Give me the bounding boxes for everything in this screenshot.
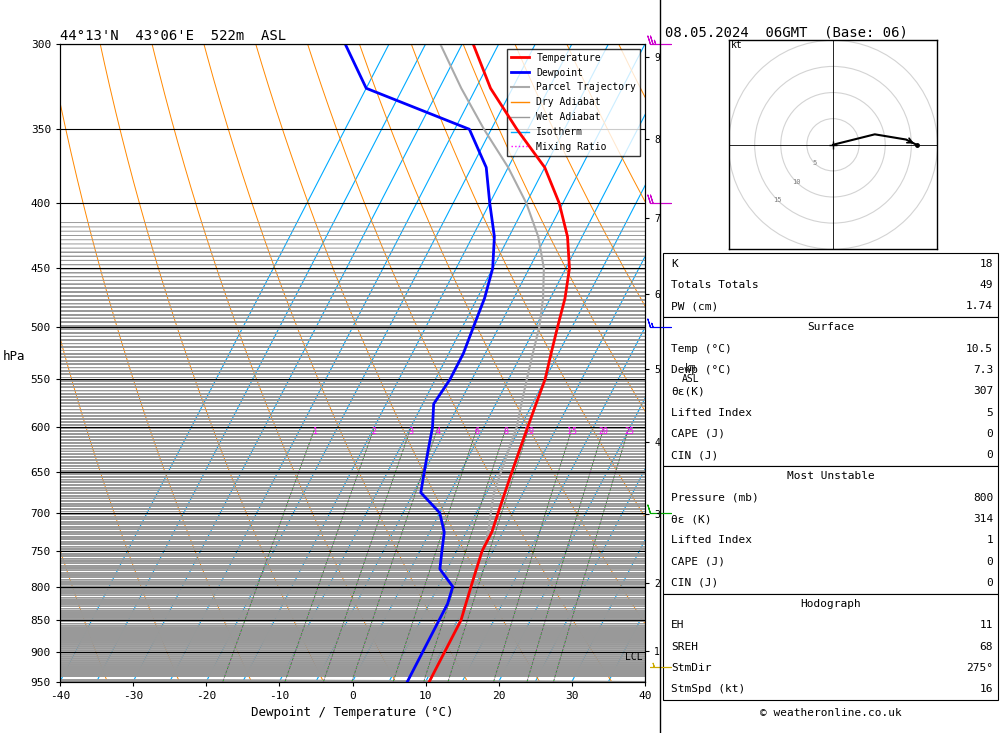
Text: 49: 49	[980, 280, 993, 290]
Text: 4: 4	[435, 427, 440, 436]
Text: CAPE (J): CAPE (J)	[671, 556, 725, 567]
Text: StmSpd (kt): StmSpd (kt)	[671, 685, 745, 694]
Text: 15: 15	[567, 427, 577, 436]
Text: 800: 800	[973, 493, 993, 503]
Text: 10.5: 10.5	[966, 344, 993, 354]
Text: 44°13'N  43°06'E  522m  ASL: 44°13'N 43°06'E 522m ASL	[60, 29, 286, 43]
Text: 10: 10	[792, 179, 800, 185]
Text: 275°: 275°	[966, 663, 993, 673]
Legend: Temperature, Dewpoint, Parcel Trajectory, Dry Adiabat, Wet Adiabat, Isotherm, Mi: Temperature, Dewpoint, Parcel Trajectory…	[507, 49, 640, 156]
Text: CIN (J): CIN (J)	[671, 450, 718, 460]
Text: Hodograph: Hodograph	[800, 599, 861, 609]
Text: 08.05.2024  06GMT  (Base: 06): 08.05.2024 06GMT (Base: 06)	[665, 26, 908, 40]
Text: 307: 307	[973, 386, 993, 397]
Text: θε(K): θε(K)	[671, 386, 705, 397]
Text: EH: EH	[671, 621, 684, 630]
Text: 7.3: 7.3	[973, 365, 993, 375]
Text: Pressure (mb): Pressure (mb)	[671, 493, 759, 503]
Text: 5: 5	[812, 161, 817, 166]
Text: 1: 1	[313, 427, 318, 436]
Text: 10: 10	[524, 427, 534, 436]
Text: SREH: SREH	[671, 642, 698, 652]
Text: 11: 11	[980, 621, 993, 630]
Text: CAPE (J): CAPE (J)	[671, 429, 725, 439]
Text: © weatheronline.co.uk: © weatheronline.co.uk	[760, 708, 901, 718]
Text: 314: 314	[973, 514, 993, 524]
Text: LCL: LCL	[625, 652, 643, 662]
Y-axis label: km
ASL: km ASL	[682, 363, 699, 384]
Text: kt: kt	[731, 40, 743, 50]
Text: 0: 0	[986, 429, 993, 439]
Text: 8: 8	[504, 427, 509, 436]
Text: Dewp (°C): Dewp (°C)	[671, 365, 732, 375]
Text: 0: 0	[986, 578, 993, 588]
Text: 2: 2	[372, 427, 377, 436]
Text: PW (cm): PW (cm)	[671, 301, 718, 311]
Text: K: K	[671, 259, 678, 268]
Text: Totals Totals: Totals Totals	[671, 280, 759, 290]
Text: 16: 16	[980, 685, 993, 694]
Text: 18: 18	[980, 259, 993, 268]
Text: 1: 1	[986, 535, 993, 545]
Text: Lifted Index: Lifted Index	[671, 535, 752, 545]
Text: θε (K): θε (K)	[671, 514, 712, 524]
Text: 1.74: 1.74	[966, 301, 993, 311]
Text: StmDir: StmDir	[671, 663, 712, 673]
Text: 6: 6	[475, 427, 480, 436]
Text: 15: 15	[773, 197, 782, 203]
Text: 68: 68	[980, 642, 993, 652]
Text: 20: 20	[599, 427, 609, 436]
Y-axis label: hPa: hPa	[3, 350, 25, 363]
Text: Surface: Surface	[807, 323, 854, 332]
Text: 5: 5	[986, 408, 993, 418]
X-axis label: Dewpoint / Temperature (°C): Dewpoint / Temperature (°C)	[251, 707, 454, 719]
Text: Lifted Index: Lifted Index	[671, 408, 752, 418]
Text: 0: 0	[986, 450, 993, 460]
Text: Most Unstable: Most Unstable	[787, 471, 874, 482]
Text: 25: 25	[624, 427, 634, 436]
Text: Temp (°C): Temp (°C)	[671, 344, 732, 354]
Text: 0: 0	[986, 556, 993, 567]
Text: 3: 3	[408, 427, 413, 436]
Text: CIN (J): CIN (J)	[671, 578, 718, 588]
